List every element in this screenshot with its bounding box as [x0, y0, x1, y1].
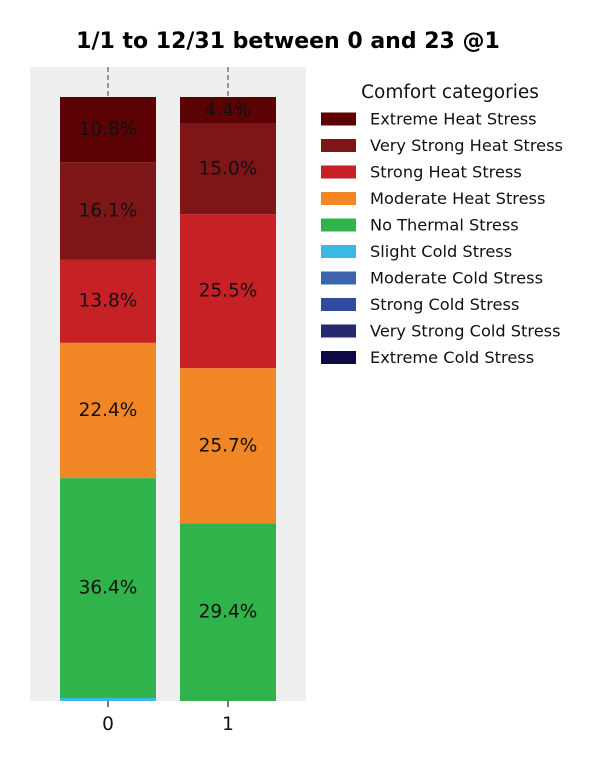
legend-label-moderate-heat-stress: Moderate Heat Stress: [370, 189, 545, 208]
legend-label-strong-heat-stress: Strong Heat Stress: [370, 163, 522, 182]
legend-label-extreme-cold-stress: Extreme Cold Stress: [370, 348, 534, 367]
bar-segment-no-thermal-stress-1: [180, 523, 276, 701]
legend-items: Extreme Heat Stress Very Strong Heat Stre…: [321, 110, 563, 367]
bar-segment-moderate-heat-stress-0: [60, 342, 156, 479]
legend-swatch-strong-heat-stress: [321, 165, 356, 179]
data-label-moderate-heat-stress-1: 25.7%: [199, 435, 258, 456]
legend-swatch-moderate-heat-stress: [321, 192, 356, 205]
legend-label-very-strong-cold-stress: Very Strong Cold Stress: [370, 322, 561, 341]
bar-segment-strong-heat-stress-1: [180, 214, 276, 369]
legend-swatch-extreme-cold-stress: [321, 351, 356, 364]
bar-segment-extreme-heat-stress-0: [60, 97, 156, 163]
chart-title: 1/1 to 12/31 between 0 and 23 @1: [76, 29, 500, 54]
legend-label-very-strong-heat-stress: Very Strong Heat Stress: [370, 136, 563, 155]
legend-swatch-very-strong-heat-stress: [321, 139, 356, 152]
data-label-extreme-heat-stress-0: 10.8%: [79, 119, 138, 140]
bar-labels-group: 36.4% 22.4% 13.8% 16.1% 10.8% 29.4% 25.7% 25.5%…: [79, 100, 258, 623]
data-label-strong-heat-stress-0: 13.8%: [79, 291, 138, 312]
x-tick-label-1: 1: [222, 714, 234, 735]
bar-segment-slight-cold-stress-0: [60, 697, 156, 701]
legend-label-extreme-heat-stress: Extreme Heat Stress: [370, 110, 537, 129]
data-label-no-thermal-stress-0: 36.4%: [79, 578, 138, 599]
data-label-no-thermal-stress-1: 29.4%: [199, 602, 258, 623]
legend-label-no-thermal-stress: No Thermal Stress: [370, 216, 519, 235]
legend-swatch-slight-cold-stress: [321, 245, 356, 258]
bar-segment-strong-heat-stress-0: [60, 259, 156, 343]
bar-segment-extreme-heat-stress-1: [180, 97, 276, 124]
bar-segment-very-strong-heat-stress-1: [180, 123, 276, 215]
data-label-extreme-heat-stress-1: 4.4%: [205, 100, 252, 121]
legend-swatch-very-strong-cold-stress: [321, 324, 356, 338]
bars-group: [60, 97, 276, 701]
data-label-strong-heat-stress-1: 25.5%: [199, 281, 258, 302]
legend-swatch-strong-cold-stress: [321, 298, 356, 311]
legend-label-strong-cold-stress: Strong Cold Stress: [370, 295, 519, 314]
data-label-moderate-heat-stress-0: 22.4%: [79, 400, 138, 421]
x-tick-label-0: 0: [102, 714, 114, 735]
bar-segment-very-strong-heat-stress-0: [60, 162, 156, 260]
legend-swatch-moderate-cold-stress: [321, 271, 356, 285]
legend-label-moderate-cold-stress: Moderate Cold Stress: [370, 269, 543, 288]
bar-segment-no-thermal-stress-0: [60, 478, 156, 698]
data-label-very-strong-heat-stress-1: 15.0%: [199, 158, 258, 179]
legend-title: Comfort categories: [361, 82, 539, 103]
legend-swatch-extreme-heat-stress: [321, 112, 356, 126]
data-label-very-strong-heat-stress-0: 16.1%: [79, 200, 138, 221]
legend-swatch-no-thermal-stress: [321, 218, 356, 232]
legend-label-slight-cold-stress: Slight Cold Stress: [370, 242, 512, 261]
bar-segment-moderate-heat-stress-1: [180, 368, 276, 524]
legend: Comfort categories Extreme Heat Stress Ve…: [321, 82, 563, 367]
